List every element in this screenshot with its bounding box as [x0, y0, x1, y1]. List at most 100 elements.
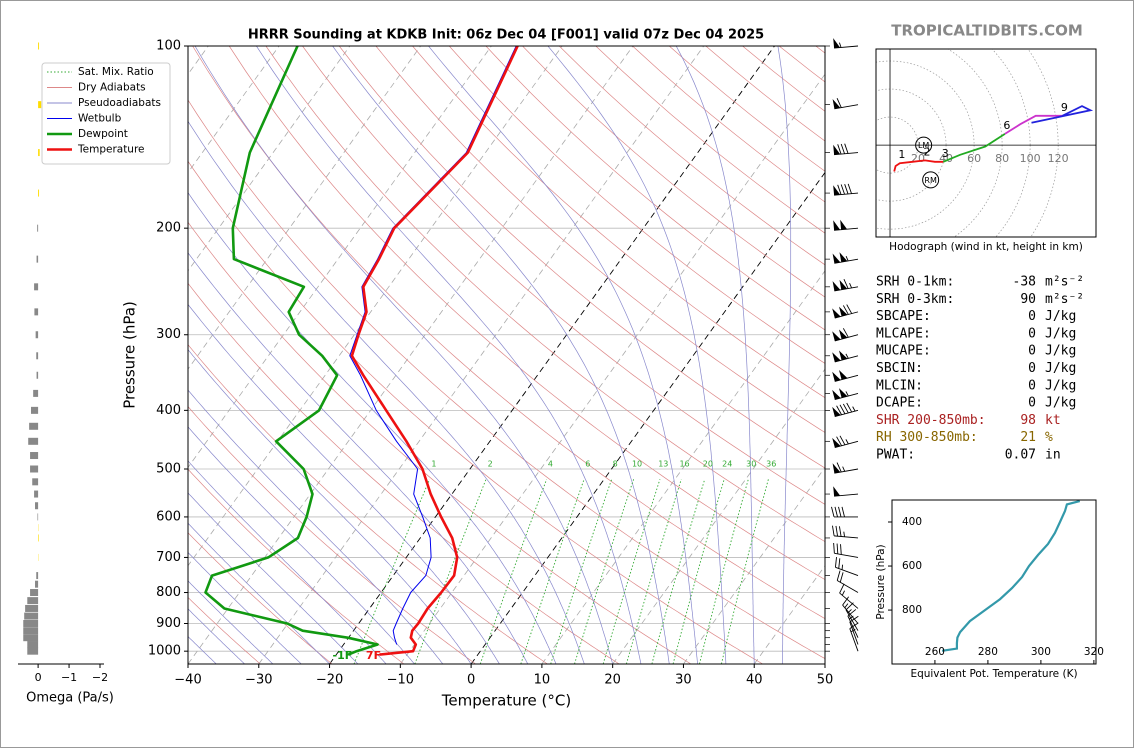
mixing-ratio-line — [520, 479, 585, 664]
barb-staff — [839, 592, 859, 609]
barb-flag — [832, 253, 841, 264]
pseudoadiabat — [547, 46, 727, 664]
barb-flag — [839, 388, 848, 398]
wind-barb — [832, 350, 859, 363]
omega-bar — [30, 406, 39, 414]
x-tick-label: −30 — [245, 673, 272, 688]
y-tick-label: 600 — [902, 560, 922, 572]
height-label: 6 — [1003, 119, 1010, 132]
barb-full — [847, 183, 852, 194]
barb-half — [847, 609, 852, 614]
barb-flag — [833, 185, 841, 196]
omega-bar — [33, 389, 39, 397]
wind-barb — [836, 570, 859, 593]
x-tick-label: 20 — [604, 673, 621, 688]
barb-staff — [834, 311, 859, 319]
barb-full — [849, 615, 859, 623]
wind-barb — [849, 622, 859, 652]
barb-full — [839, 583, 845, 594]
barb-staff — [834, 552, 859, 558]
storm-motion — [915, 136, 933, 154]
hodo-tick-label: 60 — [967, 152, 981, 165]
x-tick-label: 0 — [467, 673, 475, 688]
barb-full — [847, 609, 857, 617]
barb-full — [835, 525, 839, 537]
x-tick-label: −20 — [316, 673, 343, 688]
barb-staff — [834, 227, 859, 231]
mixing-ratio-label: 36 — [766, 460, 776, 469]
barb-flag — [832, 389, 841, 400]
stat-value: 0 — [1028, 378, 1036, 393]
barb-full — [846, 304, 853, 314]
omega-bar — [27, 641, 39, 649]
omega-bar — [23, 619, 39, 627]
barb-flag — [833, 144, 841, 155]
omega-bar — [27, 597, 39, 605]
highlight-isotherm — [329, 46, 775, 664]
isotherm — [258, 46, 705, 664]
wind-barb — [849, 615, 859, 645]
pseudoadiabat — [194, 46, 614, 664]
stat-value: -38 — [1013, 275, 1036, 290]
barb-full — [836, 462, 842, 473]
pseudoadiabat — [188, 522, 330, 664]
barb-full — [836, 436, 842, 446]
omega-bar — [35, 580, 39, 588]
omega-bar — [34, 283, 39, 291]
x-axis-title: Omega (Pa/s) — [26, 691, 114, 706]
barb-half — [845, 255, 849, 262]
barb-flag — [832, 463, 841, 474]
isotherm — [188, 46, 634, 664]
stat-label: MLCAPE: — [876, 326, 931, 341]
barb-half — [849, 615, 854, 620]
barb-full — [838, 506, 842, 518]
barb-flag — [832, 406, 841, 417]
wind-barb — [833, 219, 859, 231]
mixing-ratio-line — [699, 479, 749, 664]
barb-full — [838, 558, 841, 569]
dry-adiabat — [188, 406, 476, 664]
wind-barb — [832, 278, 859, 292]
mixing-ratio-line — [720, 479, 769, 664]
barb-flag — [839, 350, 848, 361]
wind-barb — [834, 557, 859, 576]
profile-line — [204, 46, 379, 656]
stat-unit: J/kg — [1045, 344, 1076, 359]
storm-motion — [922, 171, 940, 189]
x-tick-label: −2 — [92, 671, 108, 684]
omega-bar — [30, 452, 39, 460]
stat-value: 0.07 — [1005, 448, 1036, 463]
y-tick-label: 200 — [156, 221, 181, 236]
stat-label: RH 300-850mb: — [876, 430, 978, 445]
omega-bar — [38, 101, 42, 109]
omega-bar — [30, 589, 39, 597]
mixing-ratio-line — [479, 479, 548, 664]
y-axis-title: Pressure (hPa) — [875, 544, 887, 619]
omega-bar — [38, 42, 40, 50]
stat-value: 0 — [1028, 309, 1036, 324]
omega-bar — [35, 331, 39, 339]
barb-staff — [834, 535, 859, 539]
hodo-tick-label: 100 — [1020, 152, 1041, 165]
stat-unit: kt — [1045, 413, 1061, 428]
mixing-ratio-label: 1 — [431, 460, 436, 469]
barb-flag — [833, 38, 841, 49]
omega-bar — [25, 604, 39, 612]
height-label: 9 — [1061, 101, 1068, 114]
theta-frame — [891, 499, 1097, 665]
barb-full — [841, 506, 845, 518]
stat-label: MLCIN: — [876, 378, 923, 393]
x-tick-label: −1 — [61, 671, 77, 684]
stat-label: MUCAPE: — [876, 344, 931, 359]
barb-staff — [849, 628, 859, 652]
omega-bar — [34, 490, 39, 498]
omega-bar — [35, 502, 39, 510]
stat-unit: J/kg — [1045, 378, 1076, 393]
pseudoadiabat — [332, 46, 670, 664]
barb-flag — [839, 370, 848, 380]
stat-label: SHR 200-850mb: — [876, 413, 986, 428]
pseudoadiabat — [256, 46, 642, 664]
y-tick-label: 400 — [156, 403, 181, 418]
